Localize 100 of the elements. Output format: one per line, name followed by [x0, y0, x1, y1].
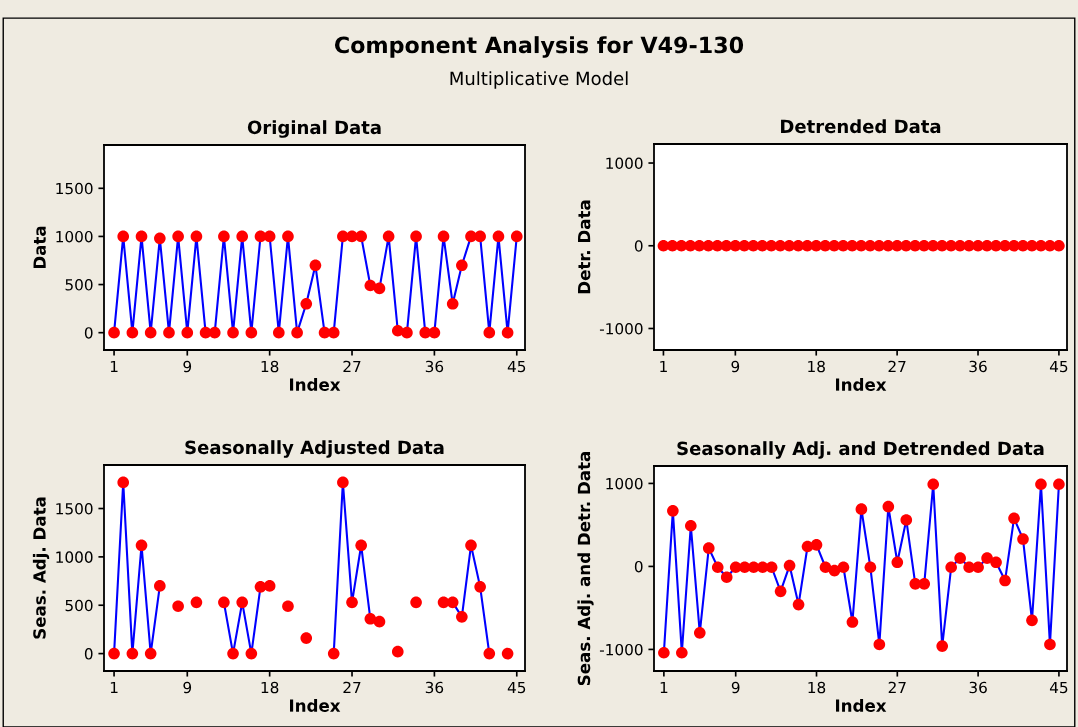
- point: [108, 647, 120, 660]
- point: [355, 539, 367, 552]
- point: [126, 326, 139, 339]
- x-tick-label: 36: [425, 360, 444, 373]
- point: [428, 326, 441, 339]
- point: [891, 556, 904, 569]
- y-axis-title: Seas. Adj. and Detr. Data: [577, 452, 594, 686]
- x-tick-label: 45: [507, 360, 526, 373]
- x-tick-label: 1: [660, 681, 668, 694]
- point: [792, 598, 805, 611]
- y-tick-label: 0: [84, 648, 93, 660]
- x-tick-label: 27: [343, 681, 361, 694]
- point: [667, 505, 679, 517]
- point: [1026, 614, 1038, 627]
- point: [456, 611, 468, 623]
- point: [135, 539, 148, 552]
- x-tick-label: 1: [110, 360, 118, 373]
- point: [465, 539, 477, 552]
- point: [981, 552, 993, 564]
- y-tick-label: 500: [65, 279, 93, 291]
- y-tick-label: 1000: [606, 157, 643, 170]
- text: Multiplicative Model: [450, 71, 628, 89]
- point: [172, 230, 184, 243]
- x-tick-label: 45: [507, 681, 526, 694]
- y-tick-label: 1500: [56, 502, 93, 515]
- point: [327, 647, 340, 660]
- point: [245, 326, 258, 339]
- text: Component Analysis for V49-130: [334, 36, 744, 58]
- y-tick-label: 0: [634, 240, 643, 252]
- point: [355, 230, 367, 243]
- point: [154, 580, 166, 592]
- point: [658, 646, 670, 659]
- point: [783, 559, 796, 572]
- point: [774, 585, 787, 598]
- point: [1035, 478, 1047, 491]
- point: [245, 647, 258, 660]
- chart-title: Seasonally Adjusted Data: [185, 440, 444, 458]
- y-tick-label: -1000: [599, 643, 643, 656]
- point: [456, 259, 468, 272]
- point: [373, 615, 386, 628]
- point: [273, 326, 285, 339]
- point: [972, 561, 984, 574]
- point: [300, 297, 313, 310]
- point: [263, 580, 276, 592]
- point: [117, 476, 130, 489]
- point: [410, 596, 422, 609]
- point: [918, 578, 931, 590]
- x-tick-label: 9: [731, 360, 740, 373]
- point: [720, 571, 733, 584]
- point: [1053, 478, 1065, 491]
- x-tick-label: 18: [808, 681, 826, 694]
- point: [483, 647, 496, 660]
- x-tick-label: 27: [343, 360, 361, 373]
- x-tick-label: 18: [261, 681, 279, 694]
- point: [154, 232, 166, 245]
- y-tick-label: 1500: [56, 182, 93, 195]
- point: [190, 596, 203, 609]
- point: [391, 645, 404, 658]
- point: [510, 230, 523, 243]
- x-tick-label: 36: [969, 360, 987, 373]
- y-tick-label: 1000: [606, 477, 643, 490]
- point: [126, 647, 139, 660]
- point: [236, 596, 249, 609]
- point: [676, 646, 688, 659]
- x-tick-label: 18: [808, 360, 825, 373]
- x-tick-label: 45: [1049, 360, 1068, 373]
- point: [846, 616, 859, 628]
- point: [382, 230, 395, 243]
- point: [282, 600, 294, 613]
- point: [117, 230, 130, 243]
- point: [999, 574, 1011, 587]
- point: [711, 561, 724, 574]
- x-tick-label: 45: [1049, 681, 1068, 694]
- y-tick-label: 0: [84, 327, 93, 339]
- point: [190, 230, 203, 243]
- point: [337, 476, 349, 489]
- point: [218, 230, 230, 243]
- point: [227, 647, 239, 660]
- x-tick-label: 9: [183, 681, 192, 694]
- point: [1044, 638, 1056, 651]
- point: [135, 230, 148, 243]
- y-tick-label: 500: [65, 599, 93, 612]
- point: [936, 640, 949, 652]
- point: [227, 326, 239, 339]
- y-axis-title: Data: [33, 226, 46, 269]
- y-axis-title: Seas. Adj. Data: [32, 497, 50, 639]
- point: [474, 230, 486, 243]
- x-tick-label: 1: [110, 681, 118, 694]
- y-tick-label: 0: [634, 560, 643, 573]
- point: [954, 552, 966, 564]
- point: [702, 542, 715, 554]
- point: [501, 326, 514, 339]
- x-tick-label: 18: [261, 360, 279, 373]
- x-axis-title: Index: [290, 698, 341, 712]
- point: [410, 230, 422, 243]
- point: [819, 561, 832, 574]
- point: [309, 259, 322, 272]
- point: [837, 561, 850, 574]
- point: [855, 503, 868, 515]
- point: [144, 647, 157, 660]
